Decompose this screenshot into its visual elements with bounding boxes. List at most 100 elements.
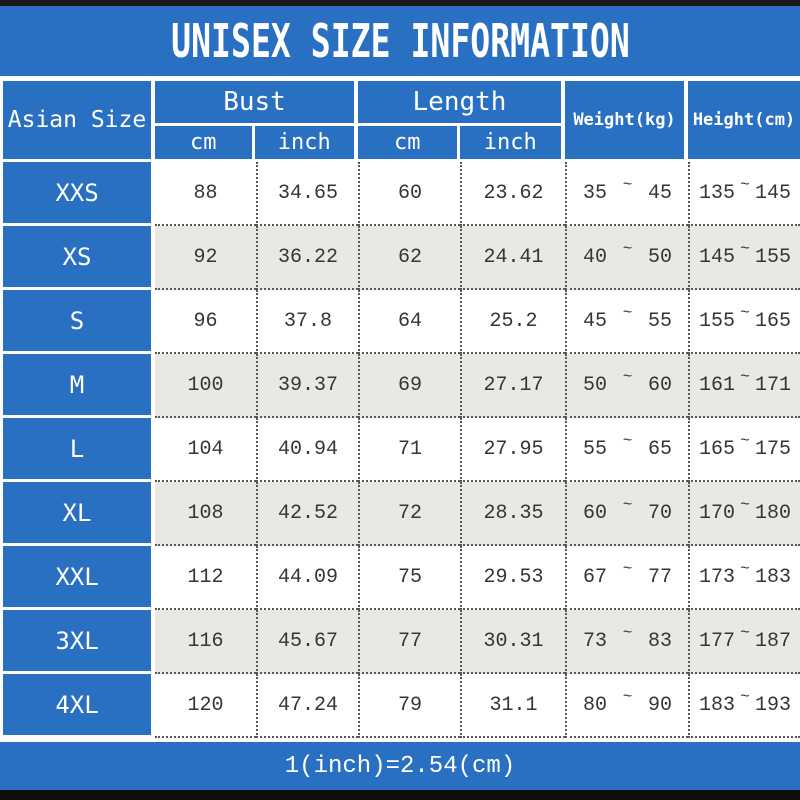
tilde-separator: ~ [622,688,633,706]
bust-inch-cell: 40.94 [256,418,358,482]
size-cell: XXS [0,162,155,226]
conversion-note: 1(inch)=2.54(cm) [284,752,516,780]
table-row: L 104 40.94 71 27.95 55 ~ 65 165 ~ 175 [0,418,800,482]
length-cm-cell: 69 [358,354,460,418]
bust-cm-cell: 108 [155,482,256,546]
height-range-cell: 161 ~ 171 [688,354,800,418]
height-min: 170 [699,501,736,525]
weight-max: 77 [647,565,672,589]
height-range-cell: 135 ~ 145 [688,162,800,226]
bust-cm-cell: 116 [155,610,256,674]
weight-min: 50 [583,373,608,397]
table-row: 3XL 116 45.67 77 30.31 73 ~ 83 177 ~ 187 [0,610,800,674]
title-divider [0,76,800,81]
height-max: 145 [754,181,791,205]
tilde-separator: ~ [740,304,750,322]
height-max: 171 [754,373,791,397]
column-header-height: Height(cm) [688,81,800,159]
length-inch-cell: 31.1 [460,674,565,738]
weight-range-cell: 67 ~ 77 [565,546,688,610]
column-header-length-cm: cm [358,126,460,159]
tilde-separator: ~ [740,496,750,514]
height-range-cell: 155 ~ 165 [688,290,800,354]
weight-max: 55 [647,309,672,333]
bust-cm-cell: 100 [155,354,256,418]
length-inch-cell: 29.53 [460,546,565,610]
bust-cm-cell: 88 [155,162,256,226]
height-min: 155 [699,309,736,333]
bust-inch-cell: 34.65 [256,162,358,226]
footer-gap [0,738,800,742]
size-cell: S [0,290,155,354]
length-inch-cell: 25.2 [460,290,565,354]
size-cell: XS [0,226,155,290]
weight-min: 35 [583,181,608,205]
tilde-separator: ~ [740,240,750,258]
table-row: M 100 39.37 69 27.17 50 ~ 60 161 ~ 171 [0,354,800,418]
weight-range-cell: 35 ~ 45 [565,162,688,226]
weight-max: 45 [647,181,672,205]
weight-range-cell: 80 ~ 90 [565,674,688,738]
weight-min: 40 [583,245,608,269]
tilde-separator: ~ [622,560,633,578]
weight-range-cell: 55 ~ 65 [565,418,688,482]
height-range-cell: 183 ~ 193 [688,674,800,738]
height-min: 177 [699,629,736,653]
column-header-weight: Weight(kg) [565,81,688,159]
bust-subheaders: cm inch [155,126,354,159]
length-cm-cell: 79 [358,674,460,738]
column-header-bust-cm: cm [155,126,255,159]
height-max: 175 [754,437,791,461]
length-group-label: Length [358,81,561,126]
bust-inch-cell: 47.24 [256,674,358,738]
weight-min: 67 [583,565,608,589]
length-subheaders: cm inch [358,126,561,159]
tilde-separator: ~ [740,560,750,578]
height-max: 180 [754,501,791,525]
bust-cm-cell: 120 [155,674,256,738]
length-cm-cell: 72 [358,482,460,546]
length-cm-cell: 60 [358,162,460,226]
weight-min: 60 [583,501,608,525]
weight-range-cell: 73 ~ 83 [565,610,688,674]
table-row: S 96 37.8 64 25.2 45 ~ 55 155 ~ 165 [0,290,800,354]
bust-inch-cell: 36.22 [256,226,358,290]
bust-inch-cell: 45.67 [256,610,358,674]
weight-range-cell: 45 ~ 55 [565,290,688,354]
length-inch-cell: 23.62 [460,162,565,226]
bottom-border-bar [0,790,800,800]
asian-size-label: Asian Size [7,107,147,133]
size-cell: M [0,354,155,418]
length-inch-cell: 30.31 [460,610,565,674]
bust-cm-cell: 92 [155,226,256,290]
tilde-separator: ~ [740,368,750,386]
title-bar: UNISEX SIZE INFORMATION [0,6,800,76]
height-range-cell: 165 ~ 175 [688,418,800,482]
weight-min: 45 [583,309,608,333]
tilde-separator: ~ [622,368,633,386]
bust-inch-cell: 44.09 [256,546,358,610]
height-max: 193 [754,693,791,717]
height-min: 165 [699,437,736,461]
size-cell: XL [0,482,155,546]
bust-cm-cell: 104 [155,418,256,482]
table-row: XXS 88 34.65 60 23.62 35 ~ 45 135 ~ 145 [0,162,800,226]
weight-range-cell: 40 ~ 50 [565,226,688,290]
height-max: 187 [754,629,791,653]
height-min: 173 [699,565,736,589]
weight-min: 55 [583,437,608,461]
length-inch-cell: 24.41 [460,226,565,290]
footer-bar: 1(inch)=2.54(cm) [0,742,800,790]
bust-inch-cell: 39.37 [256,354,358,418]
tilde-separator: ~ [622,432,633,450]
tilde-separator: ~ [740,688,750,706]
height-min: 145 [699,245,736,269]
weight-max: 83 [647,629,672,653]
weight-max: 60 [647,373,672,397]
height-min: 183 [699,693,736,717]
height-min: 135 [699,181,736,205]
tilde-separator: ~ [622,496,633,514]
weight-range-cell: 50 ~ 60 [565,354,688,418]
length-inch-cell: 27.17 [460,354,565,418]
table-row: XXL 112 44.09 75 29.53 67 ~ 77 173 ~ 183 [0,546,800,610]
